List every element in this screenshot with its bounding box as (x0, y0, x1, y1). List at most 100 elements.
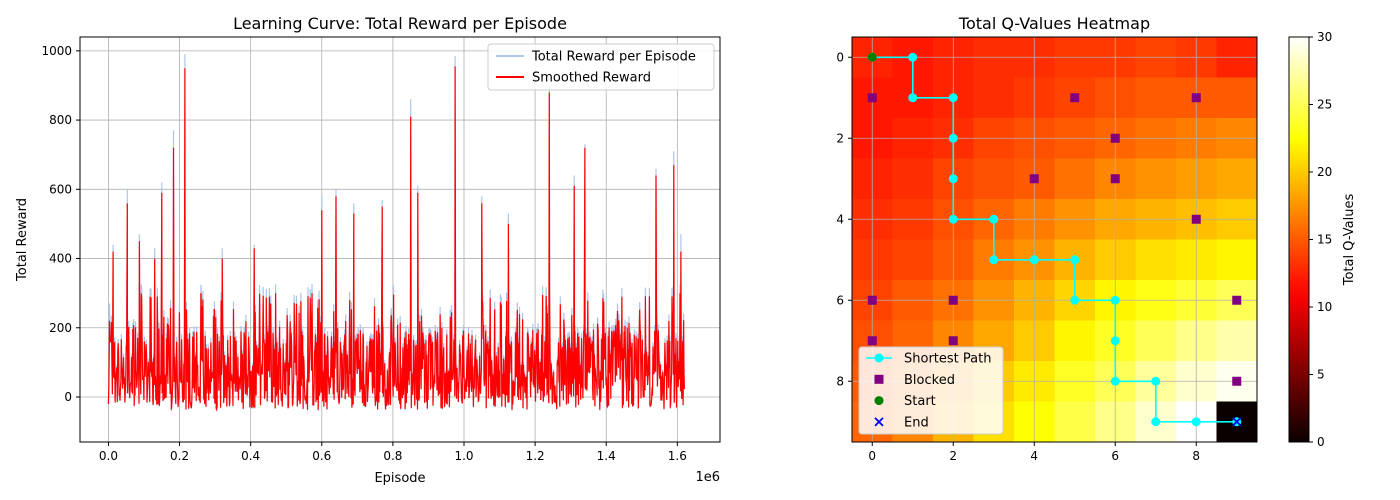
shortest-path-point (1110, 295, 1120, 305)
colorbar-tick-label: 5 (1317, 368, 1325, 382)
colorbar-tick-label: 25 (1317, 98, 1332, 112)
y-tick-label: 400 (49, 252, 72, 266)
colorbar (1288, 36, 1310, 443)
legend-swatch-end (874, 417, 884, 427)
blocked-marker (1232, 295, 1242, 305)
shortest-path-point (1070, 255, 1080, 265)
blocked-marker (948, 336, 958, 346)
colorbar-ticks: 0 5 10 15 20 25 30 (1309, 30, 1332, 449)
y-tick-label: 8 (836, 374, 844, 388)
shortest-path-point (1029, 255, 1039, 265)
shortest-path-point (989, 214, 999, 224)
heatmap-legend: Shortest Path Blocked Start End (858, 346, 1004, 435)
colorbar-tick-label: 30 (1317, 30, 1332, 44)
x-tick-label: 6 (1111, 449, 1119, 463)
heatmap-title: Total Q-Values Heatmap (958, 14, 1150, 33)
legend-box (487, 43, 715, 91)
y-tick-label: 800 (49, 113, 72, 127)
heatmap-cell (892, 158, 934, 200)
y-tick-label: 0 (836, 50, 844, 64)
legend-label-smoothed-reward: Smoothed Reward (532, 71, 651, 86)
shortest-path-point (948, 214, 958, 224)
colorbar-label: Total Q-Values (1342, 194, 1357, 287)
shortest-path-point (1191, 417, 1201, 427)
legend-swatch-shortest-path (866, 353, 892, 363)
blocked-marker (867, 295, 877, 305)
heatmap-cell (973, 77, 1015, 119)
x-tick-label: 0.2 (170, 449, 189, 463)
learning-curve-xlabel: Episode (374, 471, 425, 486)
shortest-path-point (989, 255, 999, 265)
end-marker (1232, 417, 1242, 427)
heatmap-cell (1054, 320, 1096, 362)
q-values-heatmap-chart: 0 2 4 6 8 0 2 4 6 8 Total Q-Values Heatmap Shorte… (836, 14, 1357, 463)
learning-curve-axes-frame (79, 36, 721, 443)
x-tick-label: 1.6 (668, 449, 687, 463)
y-tick-label: 0 (64, 390, 72, 404)
heatmap-cell (1135, 320, 1177, 362)
shortest-path-point (1151, 376, 1161, 386)
heatmap-cell (1216, 158, 1258, 200)
colorbar-tick-label: 10 (1317, 300, 1332, 314)
learning-curve-ticks: 0.0 0.2 0.4 0.6 0.8 1.0 1.2 1.4 1.6 0 200 400 600 800… (41, 44, 686, 463)
learning-curve-chart: 0.0 0.2 0.4 0.6 0.8 1.0 1.2 1.4 1.6 0 200 400 600 800… (15, 14, 721, 486)
start-end-markers (867, 52, 1242, 427)
x-tick-label: 0.8 (383, 449, 402, 463)
blocked-marker (867, 336, 877, 346)
heatmap-cell (1216, 320, 1258, 362)
shortest-path-point (1110, 336, 1120, 346)
x-tick-label: 1.4 (597, 449, 616, 463)
heatmap-cell (1054, 158, 1096, 200)
colorbar-tick-label: 0 (1317, 435, 1325, 449)
y-tick-label: 200 (49, 321, 72, 335)
heatmap-cell (973, 158, 1015, 200)
legend-label: Shortest Path (904, 352, 991, 367)
y-tick-label: 4 (836, 212, 844, 226)
blocked-marker (1191, 214, 1201, 224)
colorbar-tick-label: 15 (1317, 233, 1332, 247)
shortest-path-point (948, 133, 958, 143)
legend-swatch-start (874, 396, 884, 406)
heatmap-cell (1135, 158, 1177, 200)
y-tick-label: 1000 (41, 44, 72, 58)
heatmap-cell (1135, 239, 1177, 281)
legend-label: Start (904, 394, 936, 409)
blocked-marker (1232, 376, 1242, 386)
heatmap-cell (1216, 239, 1258, 281)
learning-curve-lines (107, 54, 685, 412)
learning-curve-x-offset-label: 1e6 (695, 470, 720, 485)
y-tick-label: 6 (836, 293, 844, 307)
y-tick-label: 600 (49, 182, 72, 196)
shortest-path-point (1070, 295, 1080, 305)
legend-label: Blocked (904, 373, 955, 388)
x-tick-label: 0 (868, 449, 876, 463)
x-tick-label: 4 (1030, 449, 1038, 463)
x-tick-label: 1.0 (454, 449, 473, 463)
colorbar-tick-label: 20 (1317, 165, 1332, 179)
legend-label-total-reward: Total Reward per Episode (531, 50, 696, 65)
x-tick-label: 8 (1192, 449, 1200, 463)
blocked-marker (1110, 174, 1120, 184)
blocked-marker (1191, 93, 1201, 103)
blocked-marker (948, 295, 958, 305)
legend-label: End (904, 415, 929, 430)
legend-swatch-blocked (874, 374, 884, 384)
x-tick-label: 1.2 (526, 449, 545, 463)
series-smoothed-reward-line (107, 66, 685, 412)
heatmap-cell (1135, 77, 1177, 119)
legend-box (858, 346, 1004, 435)
shortest-path-point (1110, 376, 1120, 386)
start-marker (867, 52, 877, 62)
heatmap-cell (1054, 401, 1096, 443)
heatmap-axes-frame (851, 36, 1258, 443)
shortest-path-point (948, 174, 958, 184)
learning-curve-title: Learning Curve: Total Reward per Episode (233, 14, 567, 33)
blocked-marker (867, 93, 877, 103)
shortest-path-point (1151, 417, 1161, 427)
shortest-path-point (908, 52, 918, 62)
x-tick-label: 0.0 (99, 449, 118, 463)
heatmap-cell (892, 239, 934, 281)
x-tick-label: 0.6 (312, 449, 331, 463)
heatmap-cell (1216, 77, 1258, 119)
blocked-marker (1070, 93, 1080, 103)
